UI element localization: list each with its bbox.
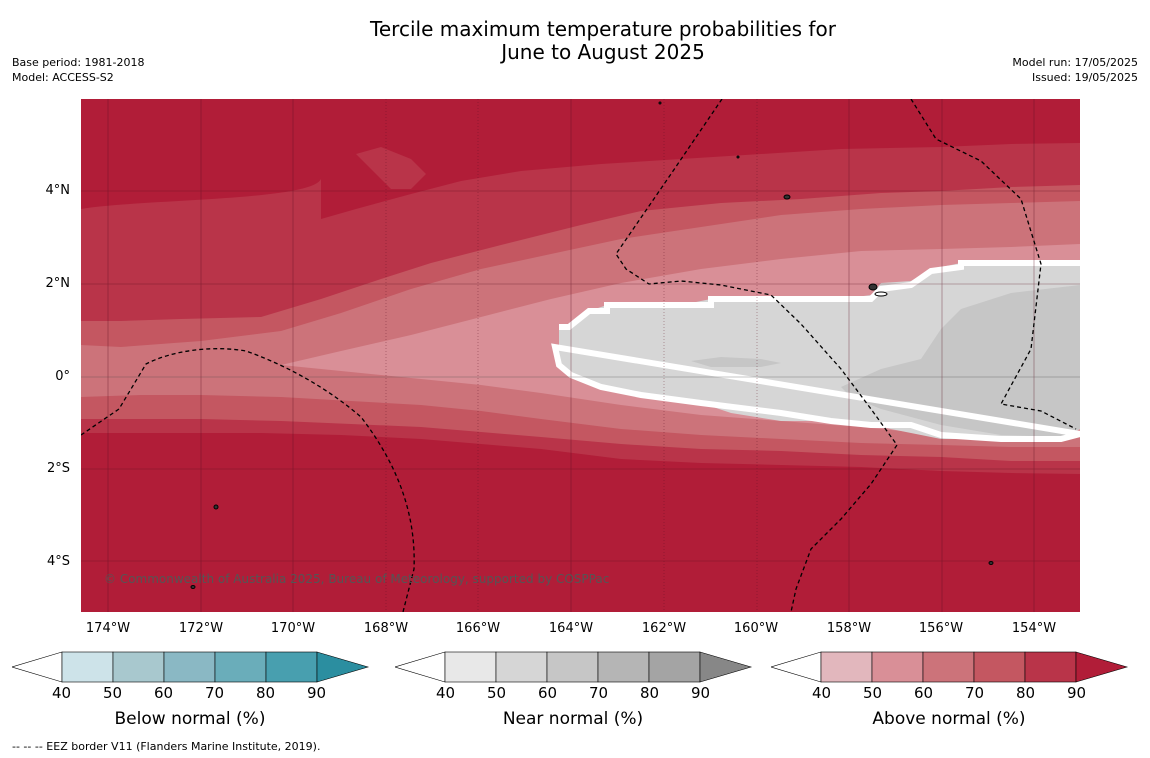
tick: 70 — [205, 684, 225, 702]
base-period: Base period: 1981-2018 — [12, 56, 145, 69]
map-gridlines — [81, 99, 1080, 612]
issued-date: Issued: 19/05/2025 — [1031, 71, 1138, 84]
tick: 70 — [965, 684, 985, 702]
lat-label-0: 0° — [55, 369, 70, 384]
tick: 80 — [1016, 684, 1036, 702]
tick: 40 — [52, 684, 72, 702]
legend-near-normal — [393, 651, 755, 687]
colorbar-above-normal — [769, 651, 1129, 683]
lon-label-168w: 168°W — [363, 621, 409, 636]
model-run: Model run: 17/05/2025 — [1012, 56, 1138, 69]
copyright-notice: © Commonwealth of Australia 2025, Bureau… — [104, 572, 610, 586]
legend-above-title: Above normal (%) — [872, 709, 1026, 729]
tick: 40 — [812, 684, 832, 702]
tick: 40 — [436, 684, 456, 702]
tick: 60 — [538, 684, 558, 702]
probability-map — [81, 99, 1080, 612]
legend-below-normal — [10, 651, 372, 687]
lat-label-4s: 4°S — [46, 554, 70, 569]
tick: 80 — [640, 684, 660, 702]
lat-label-2s: 2°S — [46, 461, 70, 476]
tick: 90 — [691, 684, 711, 702]
tick: 50 — [487, 684, 507, 702]
tick: 50 — [103, 684, 123, 702]
lon-label-170w: 170°W — [270, 621, 316, 636]
tick: 60 — [154, 684, 174, 702]
zone-near-60 — [841, 285, 1080, 437]
colorbar-below-normal — [10, 651, 370, 683]
zone-near-60-small — [691, 357, 781, 367]
title-line-2: June to August 2025 — [501, 40, 705, 64]
legend-below-title: Below normal (%) — [114, 709, 266, 729]
tick: 50 — [863, 684, 883, 702]
lat-label-2n: 2°N — [45, 276, 71, 291]
lon-label-172w: 172°W — [178, 621, 224, 636]
map-svg — [81, 99, 1080, 612]
near-normal-boundary — [551, 260, 1080, 442]
tick: 70 — [589, 684, 609, 702]
lon-label-174w: 174°W — [85, 621, 131, 636]
lon-label-164w: 164°W — [548, 621, 594, 636]
title-line-1: Tercile maximum temperature probabilitie… — [370, 17, 836, 41]
lon-label-158w: 158°W — [826, 621, 872, 636]
zone-above-80-north — [356, 147, 426, 189]
legend-above-normal — [769, 651, 1131, 687]
meta-left: Base period: 1981-2018 Model: ACCESS-S2 — [12, 55, 144, 85]
lon-label-166w: 166°W — [455, 621, 501, 636]
eez-footnote: -- -- -- EEZ border V11 (Flanders Marine… — [12, 740, 321, 753]
lon-label-160w: 160°W — [733, 621, 779, 636]
tick: 60 — [914, 684, 934, 702]
lat-label-4n: 4°N — [45, 183, 71, 198]
tick: 80 — [256, 684, 276, 702]
tick: 90 — [1067, 684, 1087, 702]
map-title: Tercile maximum temperature probabilitie… — [0, 18, 1150, 64]
lon-label-156w: 156°W — [918, 621, 964, 636]
tick: 90 — [307, 684, 327, 702]
legend-near-title: Near normal (%) — [502, 709, 644, 729]
eez-borders — [81, 99, 1077, 612]
meta-right: Model run: 17/05/2025 Issued: 19/05/2025 — [1012, 55, 1138, 85]
islands — [190, 101, 994, 589]
model-name: Model: ACCESS-S2 — [12, 71, 114, 84]
colorbar-near-normal — [393, 651, 753, 683]
lon-label-154w: 154°W — [1011, 621, 1057, 636]
lon-label-162w: 162°W — [641, 621, 687, 636]
